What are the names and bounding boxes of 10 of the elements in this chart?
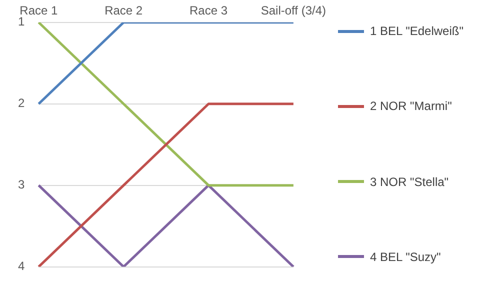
legend-label: 1 BEL "Edelweiß" [370, 24, 464, 38]
legend-label: 3 NOR "Stella" [370, 174, 449, 189]
y-tick-label: 3 [18, 178, 25, 192]
x-tick-label: Race 3 [189, 4, 228, 18]
legend-label: 4 BEL "Suzy" [370, 250, 441, 264]
x-tick-label: Sail-off (3/4) [260, 4, 326, 18]
x-tick-label: Race 2 [104, 4, 143, 18]
legend-label: 2 NOR "Marmi" [370, 99, 452, 114]
y-tick-label: 4 [18, 259, 25, 274]
y-tick-label: 2 [18, 96, 25, 110]
